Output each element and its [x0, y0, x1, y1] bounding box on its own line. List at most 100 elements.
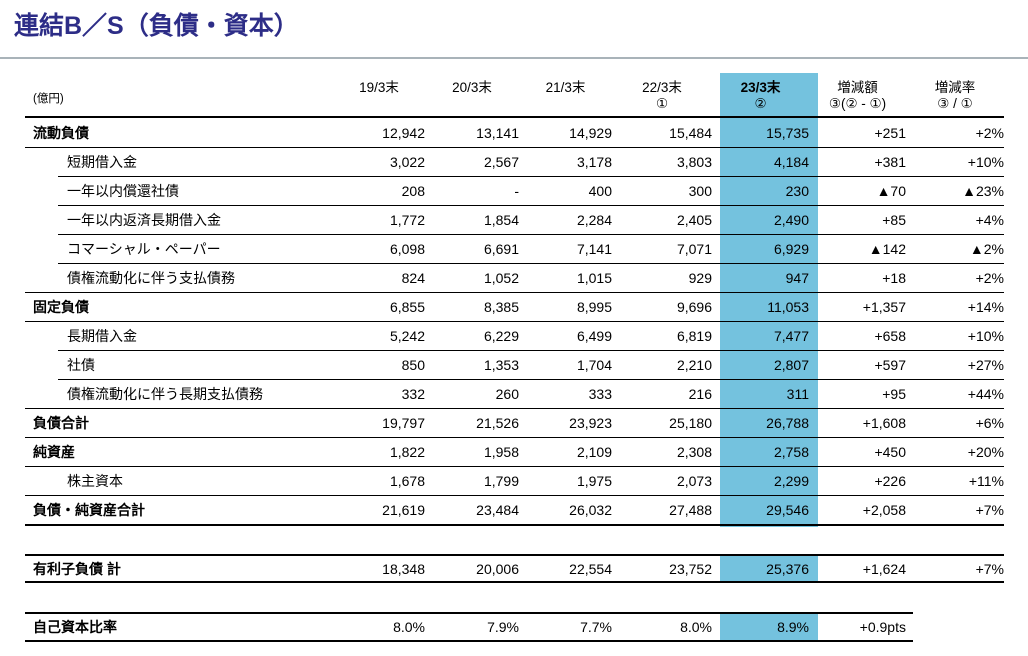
- column-header-sub: ①: [655, 96, 669, 111]
- cell-value: 13,141: [476, 124, 519, 141]
- row-label: 流動負債: [33, 124, 89, 141]
- cell-value: 2,109: [576, 443, 612, 460]
- row-label: 固定負債: [33, 298, 89, 315]
- table-row: 債権流動化に伴う支払債務 824 1,052 1,015 929 947 +18 +2%: [25, 263, 1004, 292]
- cell-value: 2,284: [576, 211, 612, 228]
- cell-value: +2,058: [862, 501, 906, 518]
- cell-value: ▲142: [868, 240, 906, 257]
- cell-value: 15,484: [669, 124, 712, 141]
- cell-value: +18: [882, 269, 906, 286]
- cell-value: 7,141: [576, 240, 612, 257]
- table-row: 一年以内償還社債 208 - 400 300 230 ▲70 ▲23%: [25, 176, 1004, 205]
- cell-value: +4%: [975, 211, 1004, 228]
- interest-bearing-debt-table: 有利子負債 計 18,348 20,006 22,554 23,752 25,376 +1,…: [25, 554, 1004, 583]
- cell-value: 400: [588, 182, 612, 199]
- column-header-label: 20/3末: [452, 80, 492, 95]
- cell-value: +597: [874, 356, 906, 373]
- title-divider: [0, 57, 1028, 59]
- cell-value: +1,357: [862, 298, 906, 315]
- row-label: 負債合計: [33, 414, 89, 431]
- cell-value: 260: [495, 385, 519, 402]
- column-header-label: 21/3末: [545, 80, 586, 95]
- cell-value: 6,229: [483, 327, 519, 344]
- cell-value: 230: [785, 182, 809, 199]
- cell-value: 6,929: [773, 240, 809, 257]
- row-label: 債権流動化に伴う支払債務: [67, 269, 235, 286]
- table-row: 負債・純資産合計 21,619 23,484 26,032 27,488 29,546 +2…: [25, 495, 1004, 524]
- cell-value: 3,178: [576, 153, 612, 170]
- cell-value: 1,353: [483, 356, 519, 373]
- row-label: 一年以内返済長期借入金: [67, 211, 221, 228]
- cell-value: +251: [874, 124, 906, 141]
- cell-value: 1,958: [483, 443, 519, 460]
- column-header-label: 増減額: [837, 80, 878, 95]
- cell-value: 4,184: [773, 153, 809, 170]
- cell-value: +1,608: [862, 414, 906, 431]
- cell-value: 929: [688, 269, 712, 286]
- cell-value: 216: [688, 385, 712, 402]
- column-header-label: 19/3末: [359, 80, 399, 95]
- cell-value: 2,567: [483, 153, 519, 170]
- cell-value: 7,477: [773, 327, 809, 344]
- row-label: 一年以内償還社債: [67, 182, 179, 199]
- column-header-sub: ②: [754, 96, 767, 111]
- cell-value: 1,854: [483, 211, 519, 228]
- cell-value: 311: [786, 385, 809, 402]
- cell-value: 7.9%: [487, 619, 519, 635]
- row-label: 長期借入金: [67, 327, 137, 344]
- table-row: 固定負債 6,855 8,385 8,995 9,696 11,053 +1,357 +14%: [25, 292, 1004, 321]
- page-title: 連結B／S（負債・資本）: [14, 12, 299, 40]
- row-label: 株主資本: [67, 472, 123, 489]
- table-body: 流動負債 12,942 13,141 14,929 15,484 15,735 +251 +2…: [25, 118, 1004, 524]
- cell-value: +1,624: [862, 560, 906, 577]
- cell-value: 1,052: [483, 269, 519, 286]
- row-label: 有利子負債 計: [33, 560, 121, 577]
- table-row: 債権流動化に伴う長期支払債務 332 260 333 216 311 +95 +44%: [25, 379, 1004, 408]
- cell-value: 20,006: [476, 560, 519, 577]
- table-row: 一年以内返済長期借入金 1,772 1,854 2,284 2,405 2,490 +85 +…: [25, 205, 1004, 234]
- cell-value: +27%: [967, 356, 1004, 373]
- highlight-column-main: [720, 73, 818, 527]
- cell-value: 21,526: [476, 414, 519, 431]
- table-row: 有利子負債 計 18,348 20,006 22,554 23,752 25,376 +1,…: [25, 556, 1004, 581]
- cell-value: 6,819: [676, 327, 712, 344]
- cell-value: 14,929: [569, 124, 612, 141]
- cell-value: 208: [401, 182, 425, 199]
- cell-value: 2,308: [676, 443, 712, 460]
- cell-value: 1,678: [389, 472, 425, 489]
- cell-value: 15,735: [766, 124, 809, 141]
- table-body: 有利子負債 計 18,348 20,006 22,554 23,752 25,376 +1,…: [25, 556, 1004, 581]
- cell-value: 2,490: [773, 211, 809, 228]
- cell-value: +2%: [975, 269, 1004, 286]
- cell-value: 5,242: [389, 327, 425, 344]
- cell-value: +7%: [975, 560, 1004, 577]
- cell-value: 7.7%: [580, 619, 612, 635]
- column-header: 増減率 ③ / ①: [906, 73, 1004, 116]
- table-row: 流動負債 12,942 13,141 14,929 15,484 15,735 +251 +2…: [25, 118, 1004, 147]
- cell-value: 1,704: [576, 356, 612, 373]
- cell-value: +85: [882, 211, 906, 228]
- cell-value: 8.0%: [680, 619, 712, 635]
- cell-value: 300: [688, 182, 712, 199]
- unit-label: (億円): [33, 93, 64, 105]
- row-label: 自己資本比率: [33, 619, 117, 635]
- table-header-row: (億円) 19/3末 20/3末 21/3末 22/3末 ① 23/3末 ② 増減額 ③(② -…: [25, 73, 1004, 118]
- cell-value: 6,855: [389, 298, 425, 315]
- cell-value: 947: [785, 269, 809, 286]
- cell-value: 7,071: [676, 240, 712, 257]
- cell-value: 3,022: [389, 153, 425, 170]
- cell-value: 1,772: [389, 211, 425, 228]
- cell-value: 25,180: [669, 414, 712, 431]
- table-row: 短期借入金 3,022 2,567 3,178 3,803 4,184 +381 +10%: [25, 147, 1004, 176]
- cell-value: 850: [401, 356, 425, 373]
- table-body: 自己資本比率 8.0% 7.9% 7.7% 8.0% 8.9% +0.9pts: [25, 614, 913, 640]
- cell-value: 11,053: [767, 298, 809, 315]
- column-header: 増減額 ③(② - ①): [809, 73, 906, 116]
- cell-value: 6,691: [483, 240, 519, 257]
- cell-value: 6,098: [389, 240, 425, 257]
- cell-value: -: [514, 182, 519, 199]
- cell-value: 1,975: [576, 472, 612, 489]
- column-header-label: 23/3末: [740, 80, 781, 95]
- row-label: 純資産: [33, 443, 75, 460]
